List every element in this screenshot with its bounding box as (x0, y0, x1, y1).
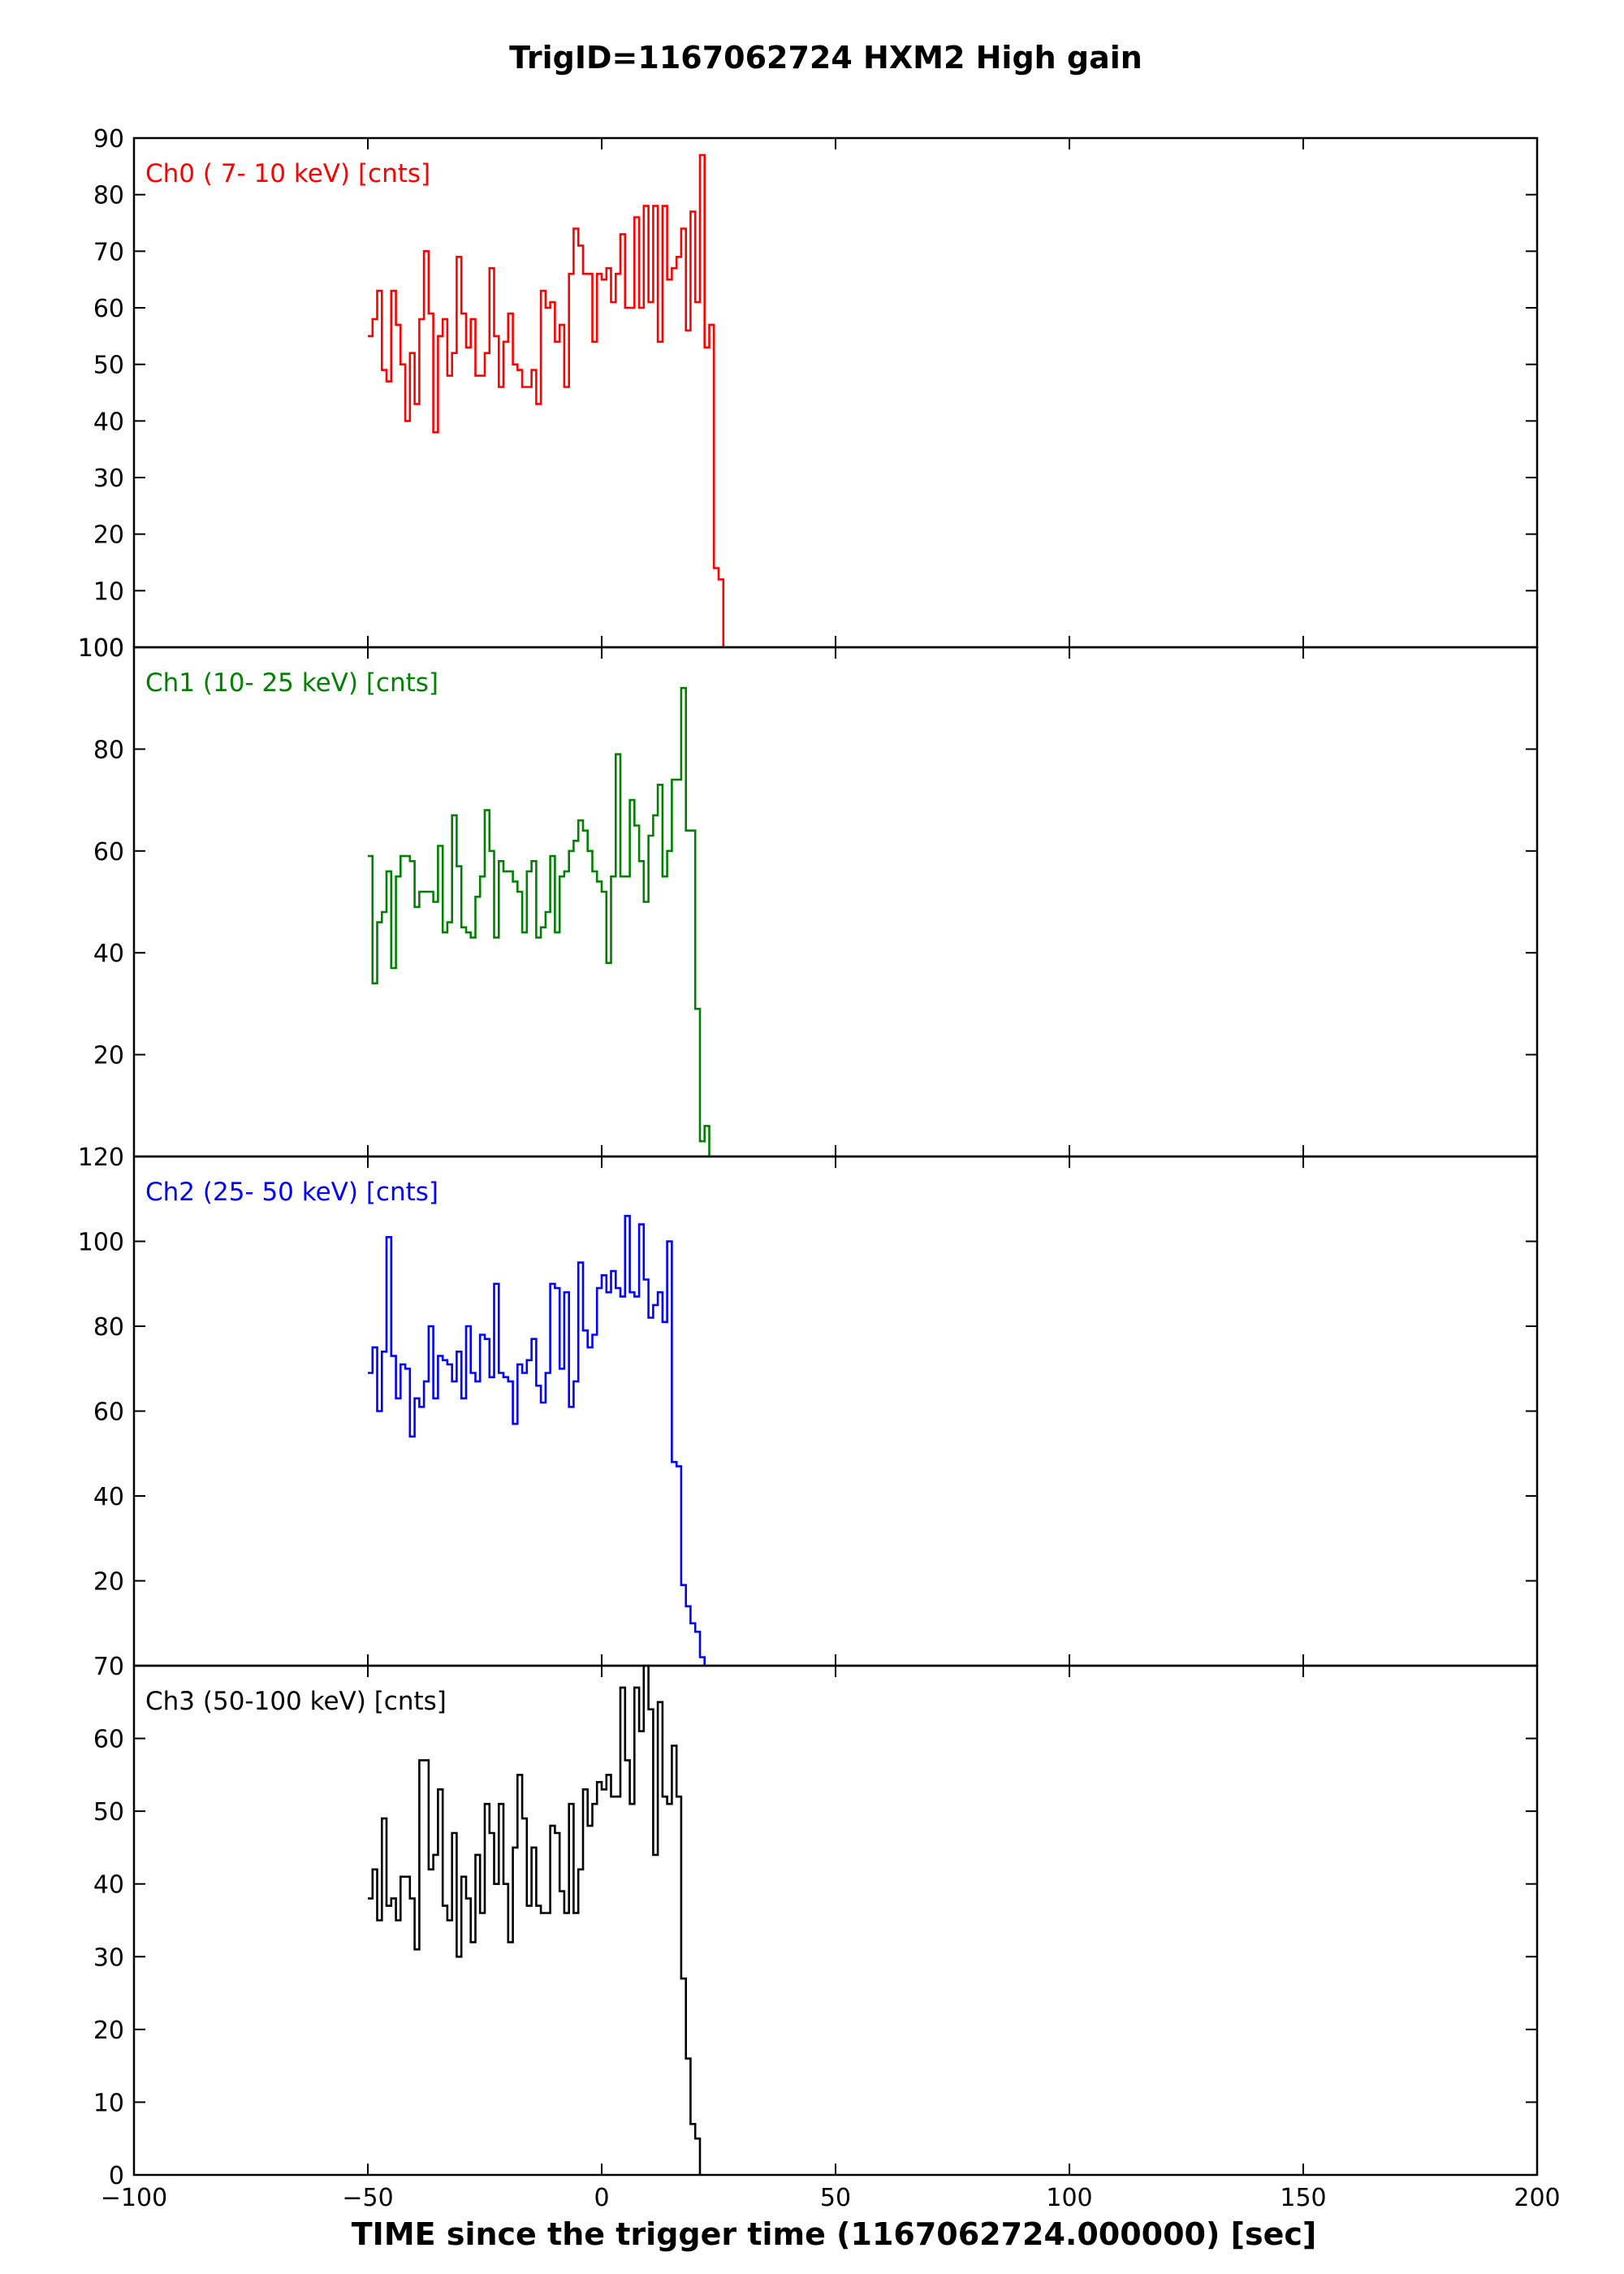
y-tick-label: 20 (93, 521, 124, 550)
series-label-ch2: Ch2 (25- 50 keV) [cnts] (145, 1178, 438, 1207)
series-label-ch3: Ch3 (50-100 keV) [cnts] (145, 1687, 447, 1716)
series-line-ch3 (368, 1664, 702, 2175)
panel-2: 20 40 60 80 100 120 Ch2 (25- 50 keV) [cnts] (78, 1143, 1539, 1667)
y-tick-label: 60 (93, 1399, 124, 1427)
y-tick-label: 80 (93, 182, 124, 210)
y-tick-label: 40 (93, 940, 124, 968)
y-tick-label: 60 (93, 1726, 124, 1754)
panel-frame-0 (132, 136, 1539, 649)
y-tick-label: 50 (93, 1798, 124, 1827)
panel-frame-2 (132, 1155, 1539, 1667)
series-line-ch1 (368, 686, 710, 1156)
series-line-ch2 (368, 1214, 706, 1666)
y-tick-label: 50 (93, 352, 124, 380)
x-tick-label: −50 (342, 2184, 393, 2212)
panel-0: 10 20 30 40 50 60 70 80 90 100 Ch0 ( 7- 10 keV) [c… (78, 125, 1539, 663)
y-tick-label: 20 (93, 1568, 124, 1597)
y-tick-label: 10 (93, 2089, 124, 2117)
y-tick-label: 80 (93, 1313, 124, 1342)
y-tick-label: 30 (93, 1943, 124, 1972)
panel-frame-3 (132, 1664, 1539, 2177)
series-label-ch0: Ch0 ( 7- 10 keV) [cnts] (145, 159, 430, 188)
y-tick-label-bottom: 0 (109, 2162, 124, 2190)
y-tick-label: 60 (93, 838, 124, 867)
y-tick-label: 10 (93, 577, 124, 606)
y-tick-label-bottom: 100 (78, 634, 124, 663)
x-tick-label: 200 (1514, 2184, 1560, 2212)
y-tick-label-top: 120 (78, 1143, 124, 1172)
y-tick-label-top: 70 (93, 1653, 124, 1681)
y-tick-label: 30 (93, 465, 124, 493)
chart-title: TrigID=1167062724 HXM2 High gain (509, 40, 1142, 76)
y-tick-label: 20 (93, 1042, 124, 1070)
series-line-ch0 (368, 153, 725, 647)
y-tick-label: 80 (93, 736, 124, 764)
panel-frame-1 (132, 646, 1539, 1158)
y-tick-label-top: 90 (93, 125, 124, 153)
y-tick-label-top: 100 (78, 634, 124, 663)
y-tick-label: 60 (93, 295, 124, 323)
x-axis-label: TIME since the trigger time (1167062724.… (352, 2216, 1316, 2252)
x-tick-label: −100 (101, 2184, 167, 2212)
y-tick-label: 40 (93, 1871, 124, 1900)
y-tick-label: 40 (93, 1483, 124, 1511)
y-tick-label: 40 (93, 408, 124, 436)
x-tick-label: 50 (820, 2184, 851, 2212)
x-tick-label: 150 (1280, 2184, 1326, 2212)
x-tick-label: 0 (594, 2184, 609, 2212)
x-tick-label: 100 (1046, 2184, 1092, 2212)
y-tick-label: 20 (93, 2017, 124, 2045)
y-tick-label: 100 (78, 1229, 124, 1257)
series-label-ch1: Ch1 (10- 25 keV) [cnts] (145, 668, 438, 698)
panel-1: 20 40 60 80 100 Ch1 (10- 25 keV) [cnts] (78, 634, 1539, 1158)
y-tick-label: 70 (93, 238, 124, 266)
panel-3: 10 20 30 40 50 60 70 0 Ch3 (50-100 keV) [cnts] (93, 1653, 1539, 2190)
x-axis: −100 −50 0 50 100 150 200 (101, 2184, 1561, 2212)
